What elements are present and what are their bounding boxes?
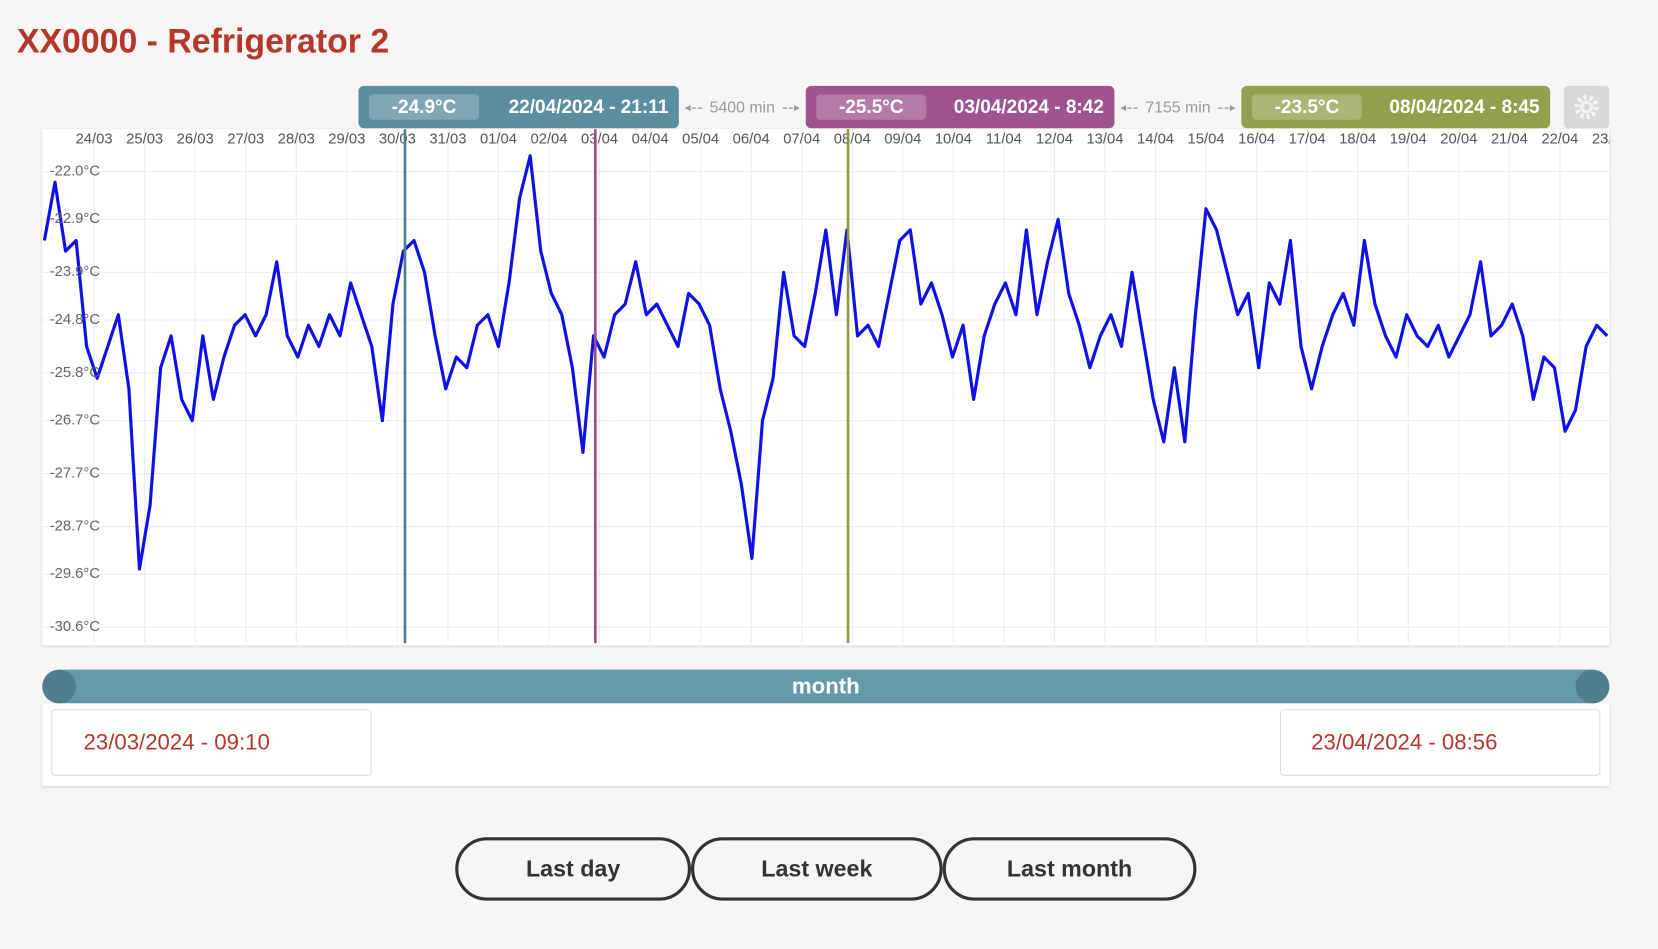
cursor-value-pill xyxy=(816,94,927,120)
range-slider[interactable] xyxy=(42,669,1610,704)
x-tick-label: 04/04 xyxy=(632,132,669,148)
interval-label: 7155 min xyxy=(1145,99,1210,116)
cursor-box[interactable] xyxy=(1241,85,1551,129)
x-tick-label: 09/04 xyxy=(884,132,921,148)
cursor-box[interactable] xyxy=(358,85,679,129)
y-tick-label: -22.0°C xyxy=(50,164,101,180)
end-date: 23/04/2024 - 08:56 xyxy=(1311,729,1497,754)
y-tick-label: -24.8°C xyxy=(50,312,101,328)
y-tick-label: -27.7°C xyxy=(50,466,101,482)
x-tick-label: 18/04 xyxy=(1339,132,1376,148)
settings-button[interactable] xyxy=(1563,85,1610,129)
x-tick-label: 25/03 xyxy=(126,132,163,148)
x-tick-label: 08/04 xyxy=(834,132,871,148)
y-tick-label: -23.9°C xyxy=(50,264,101,280)
x-tick-label: 03/04 xyxy=(581,132,618,148)
x-tick-label: 23/04 xyxy=(1592,132,1629,148)
x-tick-label: 11/04 xyxy=(986,132,1022,148)
button-group: Last day Last week Last month xyxy=(455,837,1197,901)
cursor-value-pill xyxy=(1251,94,1362,120)
range-button[interactable] xyxy=(455,837,692,901)
x-tick-label: 13/04 xyxy=(1086,132,1123,148)
range-button[interactable] xyxy=(691,837,943,901)
x-tick-label: 22/04 xyxy=(1541,132,1578,148)
cursor-value-pill xyxy=(369,94,480,120)
slider-handle-start[interactable] xyxy=(42,669,77,704)
cursor-time: 22/04/2024 - 21:11 xyxy=(509,97,669,118)
x-tick-label: 29/03 xyxy=(328,132,365,148)
slider-handle-end[interactable] xyxy=(1575,669,1610,704)
start-date: 23/03/2024 - 09:10 xyxy=(84,729,270,754)
y-tick-label: -28.7°C xyxy=(50,519,101,535)
x-tick-label: 10/04 xyxy=(935,132,972,148)
x-tick-label: 31/03 xyxy=(429,132,466,148)
y-tick-label: -29.6°C xyxy=(50,566,101,582)
plot-panel xyxy=(42,129,1610,646)
cursor-value: -25.5°C xyxy=(839,97,904,118)
x-tick-label: 16/04 xyxy=(1238,132,1275,148)
cursor-value: -23.5°C xyxy=(1275,97,1340,118)
x-tick-label: 28/03 xyxy=(278,132,315,148)
x-tick-label: 30/03 xyxy=(379,132,416,148)
x-tick-label: 12/04 xyxy=(1036,132,1073,148)
plot-area: 24/03 25/03 26/03 27/03 28/03 29/03 30/03 31/03… xyxy=(42,129,1629,644)
x-tick-label: 17/04 xyxy=(1289,132,1326,148)
cursor-value: -24.9°C xyxy=(392,97,457,118)
cursor-time: 08/04/2024 - 8:45 xyxy=(1389,97,1540,118)
y-tick-label: -22.9°C xyxy=(50,211,101,227)
range-label: month xyxy=(792,673,860,698)
cursor-time: 03/04/2024 - 8:42 xyxy=(954,97,1104,118)
x-tick-label: 02/04 xyxy=(530,132,567,148)
x-tick-label: 27/03 xyxy=(227,132,264,148)
cursor-box[interactable] xyxy=(805,85,1115,129)
x-tick-label: 24/03 xyxy=(76,132,113,148)
temperature-line xyxy=(42,154,1609,571)
range-button-label: Last day xyxy=(526,856,620,882)
x-tick-label: 19/04 xyxy=(1390,132,1427,148)
range-button[interactable] xyxy=(942,837,1197,901)
y-tick-label: -25.8°C xyxy=(50,365,101,381)
x-tick-label: 01/04 xyxy=(480,132,517,148)
y-tick-label: -30.6°C xyxy=(50,619,101,635)
x-tick-label: 14/04 xyxy=(1137,132,1174,148)
x-tick-label: 21/04 xyxy=(1491,132,1528,148)
end-date-field[interactable] xyxy=(1279,709,1601,776)
page-title: XX0000 - Refrigerator 2 xyxy=(17,23,389,61)
x-tick-label: 26/03 xyxy=(177,132,214,148)
y-tick-label: -26.7°C xyxy=(50,413,101,429)
range-button-label: Last week xyxy=(761,856,872,882)
x-tick-label: 07/04 xyxy=(783,132,820,148)
start-date-field[interactable] xyxy=(51,709,372,776)
x-tick-label: 06/04 xyxy=(733,132,770,148)
x-tick-label: 05/04 xyxy=(682,132,719,148)
cursor-group: -24.9°C 22/04/2024 - 21:11 -25.5°C 03/04/20… xyxy=(358,85,1551,129)
interval-label: 5400 min xyxy=(710,99,775,116)
range-button-label: Last month xyxy=(1007,856,1132,882)
x-tick-label: 20/04 xyxy=(1440,132,1477,148)
x-tick-label: 15/04 xyxy=(1188,132,1225,148)
